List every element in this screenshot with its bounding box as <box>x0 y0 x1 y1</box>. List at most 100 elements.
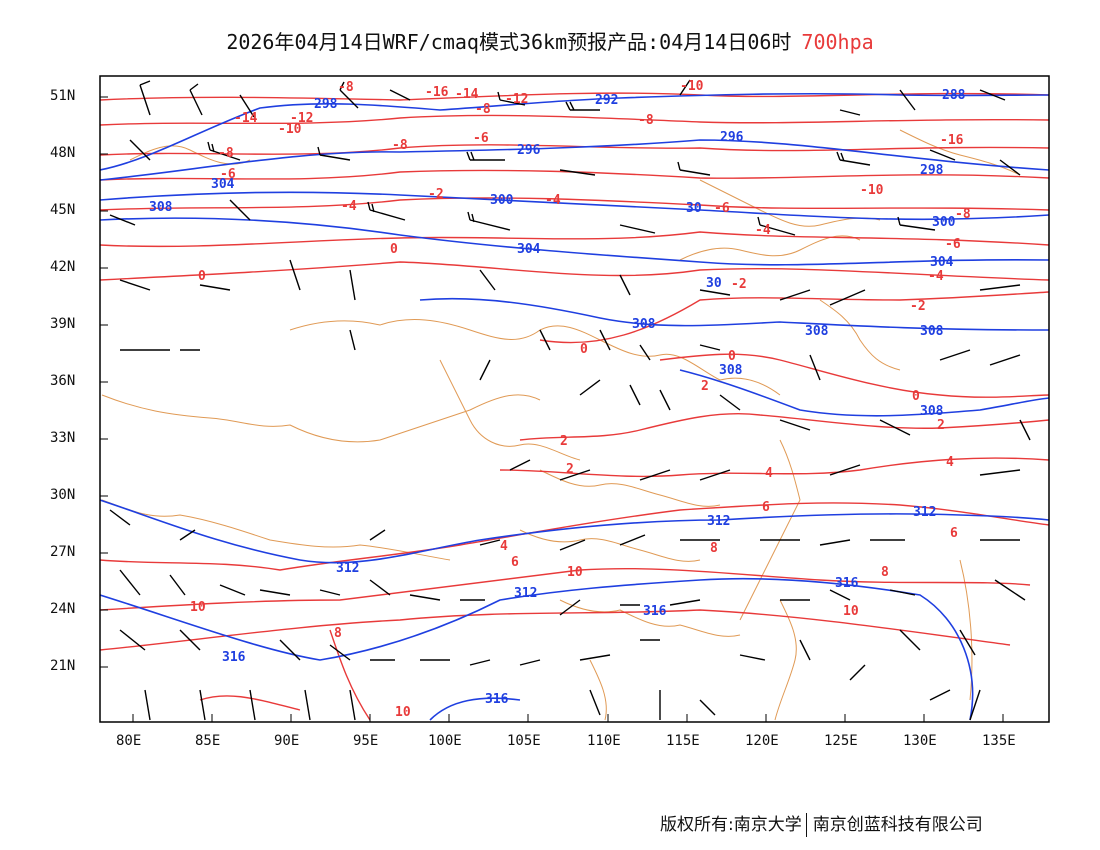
wind-barb <box>994 579 1026 601</box>
wind-barb <box>199 284 231 291</box>
wind-barb <box>559 169 596 176</box>
border-line <box>439 359 581 461</box>
lon-label: 90E <box>274 733 300 749</box>
wind-barb <box>839 109 861 116</box>
wind-barb <box>339 81 359 109</box>
temp-label: -16 <box>425 85 449 100</box>
map-frame <box>99 75 1050 723</box>
wind-barb <box>809 354 821 381</box>
lon-label: 80E <box>116 733 142 749</box>
temp-label: 6 <box>511 555 519 570</box>
wind-barb <box>169 574 186 596</box>
wind-barb <box>479 269 496 291</box>
wind-barb <box>849 664 866 681</box>
temperature-contour <box>199 695 301 711</box>
height-label: 304 <box>517 242 541 257</box>
wind-barb <box>317 146 351 161</box>
wind-barb <box>897 216 936 231</box>
lat-label: 36N <box>50 373 76 389</box>
temp-label: -8 <box>392 138 408 153</box>
temp-label: -14 <box>455 87 479 102</box>
map-title: 2026年04月14日WRF/cmaq模式36km预报产品:04月14日06时 7… <box>0 26 1100 55</box>
lon-label: 110E <box>587 733 621 749</box>
wind-barb <box>279 639 301 661</box>
wind-barb <box>565 101 600 111</box>
lon-label: 105E <box>507 733 541 749</box>
temp-label: -16 <box>940 133 964 148</box>
height-label: 312 <box>707 514 730 529</box>
height-label: 300 <box>490 193 514 208</box>
wind-barb <box>969 689 981 721</box>
wind-barb <box>469 659 491 666</box>
temp-label: -12 <box>290 111 313 126</box>
temperature-contour <box>519 412 1049 441</box>
wind-barb <box>677 161 711 176</box>
lon-label: 130E <box>903 733 937 749</box>
border-line <box>589 659 607 721</box>
temp-label: -8 <box>475 102 491 117</box>
wind-barb <box>889 589 916 596</box>
wind-barb <box>329 644 351 661</box>
wind-barb <box>619 224 656 234</box>
height-contour <box>100 92 1049 171</box>
wind-barb <box>129 139 151 161</box>
border-line <box>819 299 901 371</box>
temp-label: 6 <box>762 500 770 515</box>
wind-barb <box>1019 419 1031 441</box>
border-line <box>539 469 721 507</box>
lat-label: 30N <box>50 487 76 503</box>
lon-label: 115E <box>666 733 700 749</box>
wind-barb <box>799 639 811 661</box>
temp-label: 10 <box>395 705 411 720</box>
height-label: 308 <box>632 317 656 332</box>
wind-barb <box>699 469 731 481</box>
lon-label: 125E <box>824 733 858 749</box>
wind-barb <box>219 584 246 596</box>
border-line <box>739 439 801 621</box>
lat-label: 45N <box>50 202 76 218</box>
wind-barb <box>467 211 511 231</box>
temp-label: -6 <box>220 167 236 182</box>
border-line <box>699 179 881 227</box>
lat-label: 39N <box>50 316 76 332</box>
height-contours <box>100 92 1049 721</box>
copyright-text: 版权所有:南京大学 <box>660 815 802 835</box>
height-contour <box>100 217 1049 266</box>
height-label: 288 <box>942 88 966 103</box>
height-label: 308 <box>920 404 944 419</box>
temperature-contour <box>100 502 1049 571</box>
lon-label: 100E <box>428 733 462 749</box>
border-line <box>559 599 741 637</box>
height-contour <box>429 697 521 721</box>
temperature-contour <box>100 609 1011 651</box>
wind-barb <box>179 529 196 541</box>
wind-barb <box>559 599 581 616</box>
temp-label: -12 <box>505 92 528 107</box>
temp-label: 8 <box>710 541 718 556</box>
temperature-contour <box>100 197 1049 211</box>
height-label: 308 <box>149 200 173 215</box>
temp-label: 0 <box>912 389 920 404</box>
company-name: 南京创蓝科技有限公司 <box>812 815 983 835</box>
axis-ticks <box>100 96 1004 722</box>
temperature-contour <box>499 457 1049 478</box>
wind-barb <box>629 384 641 406</box>
wind-barb <box>119 279 151 291</box>
wind-barb <box>559 539 586 551</box>
temp-label: -10 <box>680 79 704 94</box>
height-contour <box>100 577 974 721</box>
map-layers <box>100 79 1049 721</box>
wind-barb <box>679 79 691 96</box>
wind-barb <box>699 344 721 351</box>
height-label: 308 <box>920 324 944 339</box>
wind-barb <box>497 91 526 106</box>
temp-label: 4 <box>500 539 508 554</box>
temp-label: -8 <box>955 207 971 222</box>
height-contour <box>100 499 1049 564</box>
temperature-contour <box>100 231 1049 248</box>
height-label: 312 <box>913 505 936 520</box>
lat-label: 24N <box>50 601 76 617</box>
wind-barb <box>899 89 916 111</box>
wind-barb <box>249 689 256 721</box>
wind-barb <box>989 354 1021 366</box>
